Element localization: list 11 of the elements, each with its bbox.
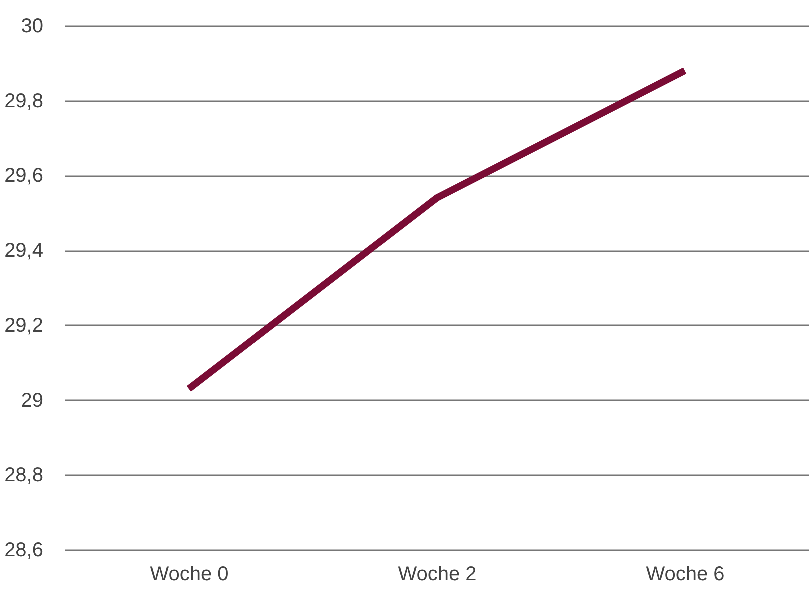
- y-tick-label: 30: [21, 16, 44, 38]
- x-tick-label: Woche 6: [646, 564, 725, 586]
- y-tick-label: 29,2: [4, 314, 44, 337]
- x-tick-label: Woche 2: [398, 564, 477, 586]
- y-tick-label: 29,6: [4, 165, 44, 188]
- y-tick-label: 29,8: [4, 90, 44, 112]
- y-tick-label: 28,6: [4, 540, 44, 562]
- y-tick-label: 28,8: [4, 464, 44, 487]
- x-tick-label: Woche 0: [150, 564, 229, 586]
- y-tick-label: 29,4: [4, 240, 44, 262]
- y-tick-label: 29: [21, 390, 44, 412]
